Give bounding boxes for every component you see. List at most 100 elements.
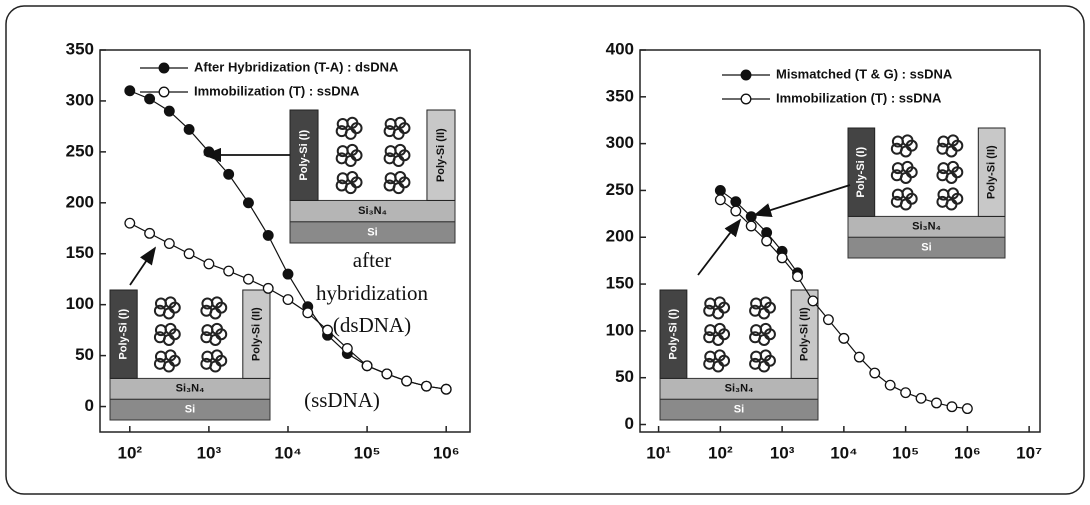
- data-point: [716, 186, 726, 196]
- inset-layer-label: Si₃N₄: [176, 383, 205, 395]
- y-tick-label: 300: [606, 133, 634, 152]
- data-point: [947, 402, 957, 412]
- y-tick-label: 50: [75, 345, 94, 364]
- inset-pillar-right-label: Poly-Si (II): [798, 307, 810, 361]
- x-tick-label: 10⁶: [954, 443, 981, 462]
- data-point: [854, 352, 864, 362]
- data-point: [932, 398, 942, 408]
- data-point: [382, 369, 392, 379]
- legend-label: Mismatched (T & G) : ssDNA: [776, 66, 953, 81]
- y-tick-label: 200: [606, 227, 634, 246]
- legend-label: After Hybridization (T-A) : dsDNA: [194, 59, 399, 74]
- data-point: [793, 272, 803, 282]
- data-point: [808, 296, 818, 306]
- legend-marker: [159, 87, 169, 97]
- inset-substrate-label: Si: [367, 226, 377, 238]
- inset-substrate-label: Si: [734, 404, 744, 416]
- data-point: [184, 125, 194, 135]
- data-point: [901, 388, 911, 398]
- legend-marker: [741, 94, 751, 104]
- x-tick-label: 10⁵: [892, 443, 919, 462]
- page: {"chart_data": [ {"type": "line", "xlog"…: [0, 0, 1090, 500]
- data-point: [224, 266, 234, 276]
- data-point: [145, 94, 155, 104]
- data-point: [362, 361, 372, 371]
- legend-marker: [741, 70, 751, 80]
- legend-label: Immobilization (T) : ssDNA: [194, 83, 360, 98]
- inset-pillar-right-label: Poly-Si (II): [986, 145, 998, 199]
- x-tick-label: 10²: [708, 443, 733, 462]
- x-tick-label: 10⁵: [354, 443, 381, 462]
- data-point: [731, 206, 741, 216]
- y-tick-label: 200: [66, 192, 94, 211]
- data-point: [916, 393, 926, 403]
- data-point: [263, 231, 273, 241]
- data-point: [204, 147, 214, 157]
- data-point: [165, 239, 175, 249]
- data-point: [244, 274, 254, 284]
- data-point: [402, 376, 412, 386]
- data-point: [263, 284, 273, 294]
- x-tick-label: 10²: [118, 443, 143, 462]
- data-point: [343, 344, 353, 354]
- data-point: [303, 308, 313, 318]
- inset-layer-label: Si₃N₄: [725, 383, 754, 395]
- x-tick-label: 10⁷: [1016, 443, 1042, 462]
- y-tick-label: 0: [625, 414, 634, 433]
- y-tick-label: 350: [66, 39, 94, 58]
- data-point: [824, 315, 834, 325]
- y-tick-label: 350: [606, 86, 634, 105]
- data-point: [323, 325, 333, 335]
- data-point: [885, 380, 895, 390]
- y-tick-label: 250: [606, 180, 634, 199]
- data-point: [963, 404, 973, 414]
- annotation: hybridization: [316, 281, 428, 305]
- data-point: [746, 221, 756, 231]
- inset-layer-label: Si₃N₄: [358, 205, 387, 217]
- data-point: [762, 236, 772, 246]
- data-point: [283, 269, 293, 279]
- data-point: [746, 212, 756, 222]
- y-tick-label: 400: [606, 39, 634, 58]
- data-point: [731, 197, 741, 207]
- data-point: [839, 334, 849, 344]
- annotation: (dsDNA): [333, 313, 411, 337]
- inset-pillar-left-label: Poly-Si (I): [118, 309, 130, 360]
- legend-marker: [159, 63, 169, 73]
- y-tick-label: 150: [66, 243, 94, 262]
- data-point: [716, 195, 726, 205]
- x-tick-label: 10⁴: [274, 443, 301, 462]
- x-tick-label: 10¹: [646, 443, 671, 462]
- data-point: [244, 198, 254, 208]
- y-tick-label: 300: [66, 90, 94, 109]
- inset-pillar-right-label: Poly-Si (II): [435, 128, 447, 182]
- annotation: (ssDNA): [304, 388, 380, 412]
- figure: 0 50 100 150 200 250 300 350 10² 10³ 10⁴ 10⁵ 10⁶ Si Si…: [0, 0, 1090, 500]
- y-tick-label: 50: [615, 367, 634, 386]
- inset-substrate-label: Si: [185, 404, 195, 416]
- inset-pillar-left-label: Poly-Si (I): [298, 130, 310, 181]
- data-point: [165, 106, 175, 116]
- data-point: [125, 218, 135, 228]
- x-tick-label: 10⁶: [433, 443, 460, 462]
- data-point: [870, 368, 880, 378]
- inset-substrate-label: Si: [921, 242, 931, 254]
- x-tick-label: 10³: [197, 443, 222, 462]
- annotation: after: [353, 248, 391, 272]
- inset-pillar-left-label: Poly-Si (I): [667, 309, 679, 360]
- x-tick-label: 10³: [770, 443, 795, 462]
- data-point: [422, 381, 432, 391]
- data-point: [184, 249, 194, 259]
- y-tick-label: 250: [66, 141, 94, 160]
- data-point: [125, 86, 135, 96]
- y-tick-label: 100: [606, 320, 634, 339]
- legend-label: Immobilization (T) : ssDNA: [776, 90, 942, 105]
- inset-layer-label: Si₃N₄: [912, 221, 941, 233]
- data-point: [224, 169, 234, 179]
- inset-pillar-left-label: Poly-Si (I): [855, 147, 867, 198]
- data-point: [777, 253, 787, 263]
- data-point: [441, 384, 451, 394]
- inset-pillar-right-label: Poly-Si (II): [250, 307, 262, 361]
- data-point: [145, 229, 155, 239]
- data-point: [283, 295, 293, 305]
